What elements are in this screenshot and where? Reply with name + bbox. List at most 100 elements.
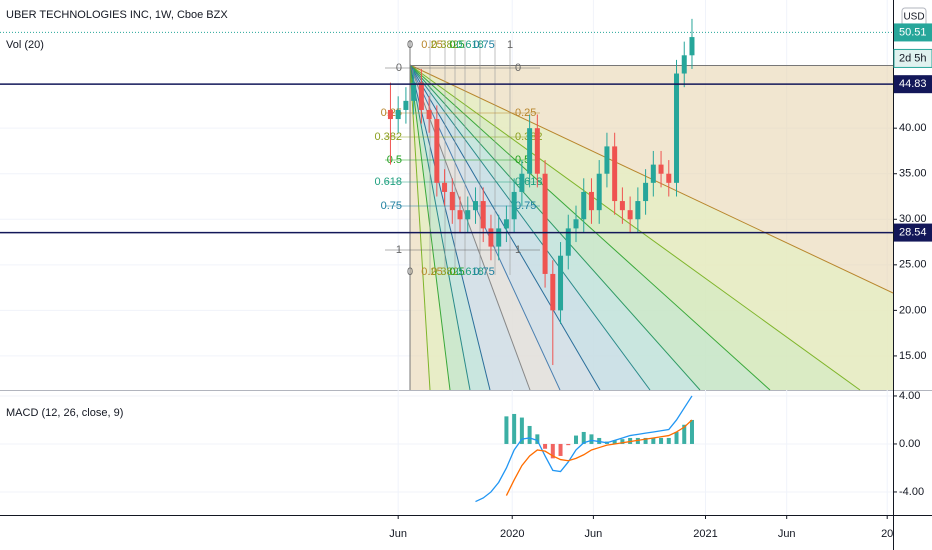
fib-label: 0.25 (421, 266, 442, 278)
fib-label: 0.5 (515, 154, 530, 166)
signal-line (505, 419, 693, 496)
candle-body (565, 228, 571, 256)
fib-label: 0 (396, 62, 402, 74)
fib-label: 0.75 (473, 266, 494, 278)
y-tick-label: 30.00 (899, 213, 927, 225)
macd-histogram-bar (527, 425, 532, 444)
macd-histogram-bar (519, 417, 524, 444)
fib-label: 0.75 (515, 200, 536, 212)
macd-label: MACD (12, 26, close, 9) (6, 407, 123, 419)
fib-label: 0.25 (421, 39, 442, 51)
fib-label: 0.75 (381, 200, 402, 212)
fib-label: 0.618 (456, 266, 484, 278)
fan-line (409, 64, 771, 391)
candle-body (442, 182, 448, 192)
candle-body (581, 191, 587, 220)
chart-title: UBER TECHNOLOGIES INC, 1W, Cboe BZX (6, 9, 228, 21)
y-tick-label: -4.00 (899, 486, 924, 498)
macd-line (475, 395, 693, 503)
candle-body (395, 109, 401, 120)
fib-label: 0.75 (473, 39, 494, 51)
candle-body (527, 128, 533, 174)
candle-body (503, 219, 509, 229)
fan-line (409, 64, 651, 391)
macd-histogram-bar (543, 443, 548, 449)
x-tick-label: 2021 (693, 528, 717, 540)
candle-body (681, 55, 687, 74)
fib-label: 0 (515, 62, 521, 74)
fib-label: 0.382 (431, 39, 459, 51)
fib-label: 0.618 (515, 176, 543, 188)
macd-histogram-bar (589, 434, 594, 444)
candle-body (604, 146, 610, 174)
macd-histogram-bar (535, 434, 540, 444)
x-tick-label: 2020 (500, 528, 524, 540)
macd-histogram-bar (643, 437, 648, 444)
y-tick-label: 40.00 (899, 122, 927, 134)
level-label: 28.54 (899, 226, 927, 238)
macd-histogram-bar (566, 443, 571, 446)
fan-line (409, 64, 701, 391)
candle-body (658, 164, 664, 174)
candle-body (403, 100, 409, 110)
candle-body (596, 173, 602, 211)
candle-body (542, 173, 548, 274)
candle-body (426, 109, 432, 120)
candle-body (488, 228, 494, 247)
fib-label: 0.618 (456, 39, 484, 51)
candle-body (635, 201, 641, 220)
fib-label: 0.5 (449, 266, 464, 278)
macd-histogram-bar (651, 437, 656, 444)
fib-label: 0.382 (374, 131, 402, 143)
candle-body (588, 191, 594, 211)
x-tick-label: 20 (881, 528, 893, 540)
candle-body (480, 201, 486, 229)
countdown-tag (893, 48, 932, 68)
last-price-label: 50.51 (899, 26, 927, 38)
fan-line (409, 64, 431, 391)
macd-histogram-bar (674, 431, 679, 444)
candle-body (411, 82, 417, 101)
fib-label: 0.618 (374, 176, 402, 188)
x-tick-label: Jun (585, 528, 603, 540)
fan-line (409, 64, 491, 391)
macd-histogram-bar (581, 431, 586, 444)
candle-body (643, 182, 649, 202)
volume-label: Vol (20) (6, 39, 44, 51)
countdown: 2d 5h (899, 52, 927, 64)
y-tick-label: 15.00 (899, 350, 927, 362)
macd-histogram-bar (689, 419, 694, 444)
fib-label: 0.5 (387, 154, 402, 166)
candle-body (612, 146, 618, 202)
fan-line (409, 64, 861, 391)
fib-label: 0.5 (449, 39, 464, 51)
y-tick-label: 4.00 (899, 390, 920, 402)
candle-body (558, 255, 564, 311)
candle-body (457, 210, 463, 220)
fib-label: 1 (396, 244, 402, 256)
candle-body (666, 173, 672, 183)
candle-body (511, 191, 517, 220)
candle-body (465, 210, 471, 220)
macd-histogram-bar (659, 437, 664, 444)
candle-body (434, 119, 440, 183)
candle-body (619, 201, 625, 211)
candle-body (573, 219, 579, 229)
candle-body (519, 173, 525, 192)
macd-histogram-bar (512, 413, 517, 444)
candle-body (418, 82, 424, 110)
y-tick-label: 35.00 (899, 168, 927, 180)
fib-label: 1 (507, 39, 513, 51)
y-tick-label: 0.00 (899, 438, 920, 450)
last-price-tag (894, 23, 932, 42)
fib-label: 0.382 (431, 266, 459, 278)
fan-line (409, 64, 471, 391)
fib-label: 0 (407, 266, 413, 278)
candle-body (674, 73, 680, 183)
candle-body (534, 128, 540, 174)
level-tag (894, 223, 932, 242)
x-tick-label: Jun (778, 528, 796, 540)
macd-histogram-bar (558, 443, 563, 456)
currency[interactable]: USD (903, 12, 924, 23)
